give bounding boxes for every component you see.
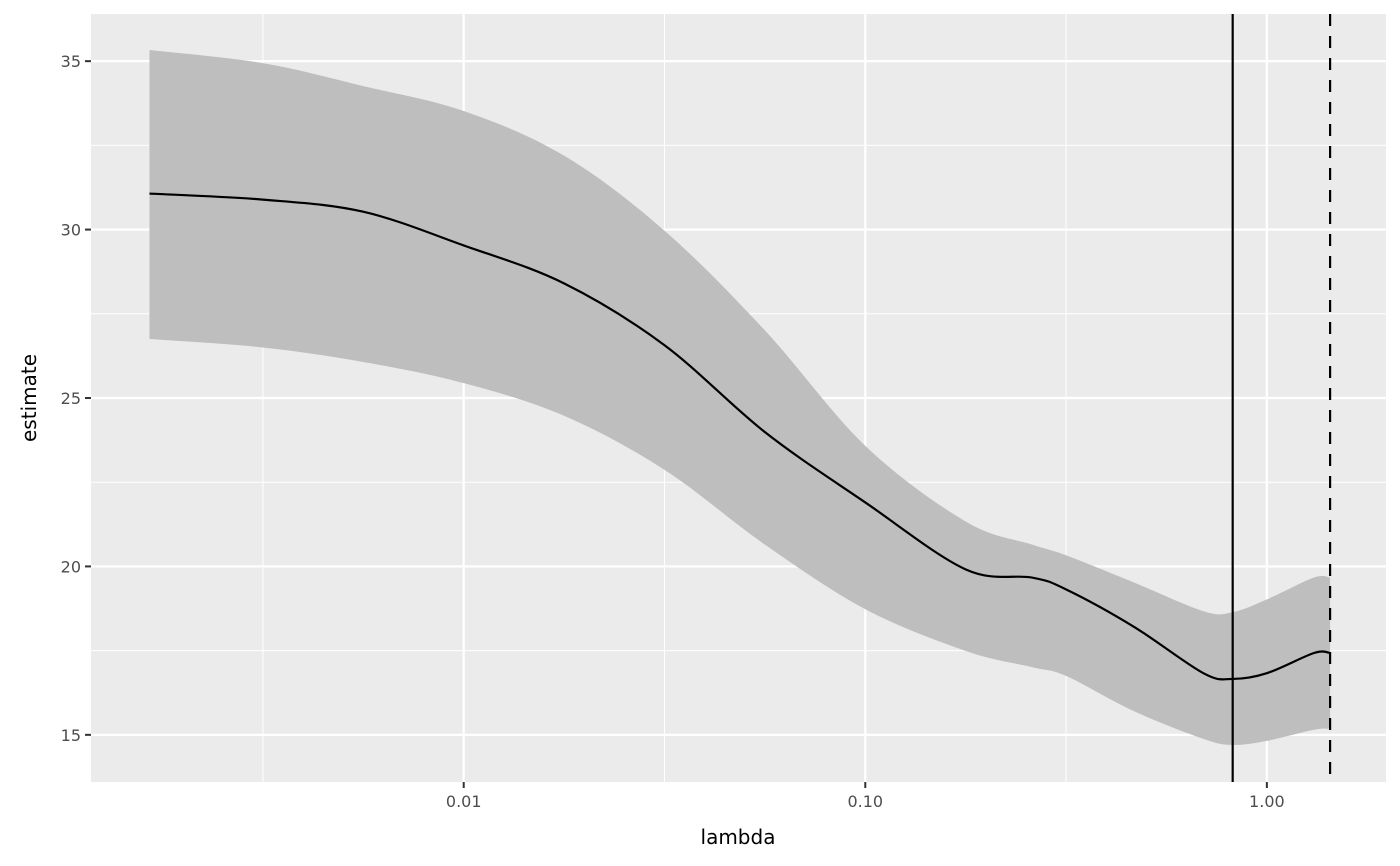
- x-tick-label: 0.10: [847, 792, 883, 811]
- y-tick-label: 15: [61, 726, 81, 745]
- x-tick-label: 1.00: [1249, 792, 1285, 811]
- y-axis-title: estimate: [17, 354, 41, 442]
- y-tick-label: 35: [61, 52, 81, 71]
- x-tick-label: 0.01: [446, 792, 482, 811]
- confidence-ribbon: [149, 50, 1331, 745]
- y-tick-label: 20: [61, 557, 81, 576]
- y-axis: 15 20 25 30 35: [61, 52, 91, 745]
- reference-lines: [1231, 14, 1332, 782]
- estimate-line: [149, 192, 1331, 681]
- y-tick-label: 30: [61, 221, 81, 240]
- x-axis-title: lambda: [701, 825, 776, 849]
- x-axis: 0.01 0.10 1.00: [446, 782, 1285, 811]
- y-tick-label: 25: [61, 389, 81, 408]
